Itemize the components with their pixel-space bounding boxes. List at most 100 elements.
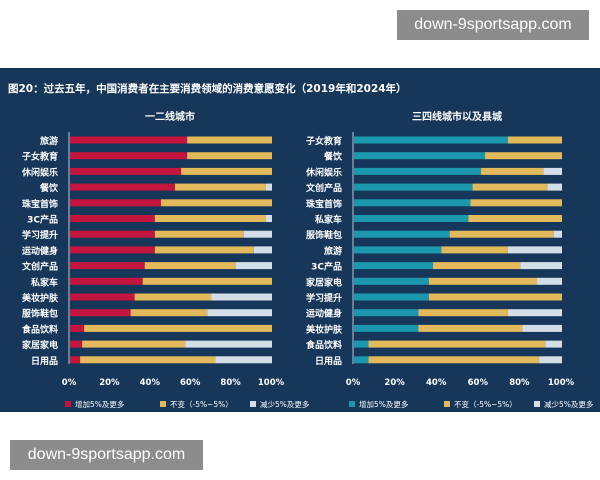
- legend-label: 不变（-5%~5%）: [454, 399, 517, 409]
- bar-segment: [253, 246, 272, 254]
- bar-segment: [354, 309, 419, 317]
- bar-segment: [520, 262, 562, 270]
- bar-segment: [70, 356, 81, 364]
- bar-segment: [160, 199, 272, 207]
- bar-segment: [80, 356, 216, 364]
- bar-segment: [354, 215, 469, 222]
- x-tick-label: 60%: [180, 378, 201, 388]
- legend-swatch: [250, 401, 256, 407]
- bar-segment: [134, 293, 212, 301]
- category-label: 旅游: [324, 245, 342, 257]
- bar-segment: [354, 277, 429, 285]
- bar-segment: [354, 167, 481, 175]
- category-label: 休闲娱乐: [21, 166, 58, 178]
- bar-segment: [70, 152, 188, 160]
- category-label: 家居家电: [306, 276, 342, 288]
- bar-segment: [70, 340, 83, 348]
- category-label: 运动健身: [22, 245, 58, 257]
- bar-segment: [70, 262, 145, 270]
- bar-segment: [545, 340, 562, 348]
- watermark-bottom: down-9sportsapp.com: [10, 440, 203, 470]
- category-label: 私家车: [30, 276, 58, 288]
- bar-segment: [368, 340, 546, 348]
- bar-segment: [187, 152, 272, 160]
- bar-segment: [82, 340, 186, 348]
- bar-segment: [468, 215, 562, 222]
- bar-segment: [207, 309, 272, 317]
- bar-segment: [144, 262, 236, 270]
- bar-segment: [181, 167, 272, 175]
- category-label: 服饰鞋包: [306, 229, 342, 241]
- legend-swatch: [160, 401, 166, 407]
- category-label: 餐饮: [39, 182, 59, 194]
- x-tick-label: 40%: [140, 378, 161, 388]
- category-label: 学习提升: [306, 292, 342, 304]
- legend-swatch: [349, 401, 355, 407]
- bar-segment: [354, 246, 442, 254]
- bar-segment: [235, 262, 272, 270]
- x-tick-label: 20%: [99, 378, 120, 388]
- x-tick-label: 0%: [62, 378, 77, 388]
- bar-segment: [265, 183, 272, 191]
- category-label: 美妆护肤: [306, 323, 343, 335]
- category-label: 美妆护肤: [22, 292, 59, 304]
- legend-label: 增加5%及更多: [75, 399, 125, 409]
- bar-segment: [368, 356, 540, 364]
- bar-segment: [354, 262, 434, 270]
- legend-label: 增加5%及更多: [359, 399, 409, 409]
- watermark-top: down-9sportsapp.com: [397, 10, 589, 40]
- bar-segment: [354, 152, 486, 160]
- legend-label: 不变（-5%~5%）: [170, 399, 233, 409]
- bar-segment: [70, 246, 155, 254]
- category-label: 文创产品: [21, 261, 58, 273]
- bar-segment: [547, 183, 562, 191]
- bar-segment: [507, 246, 562, 254]
- bar-segment: [70, 277, 143, 285]
- category-label: 3C产品: [27, 214, 58, 226]
- bar-segment: [70, 136, 188, 144]
- bar-segment: [265, 215, 272, 222]
- bar-segment: [472, 183, 548, 191]
- bar-segment: [354, 293, 429, 301]
- bar-segment: [215, 356, 272, 364]
- category-label: 文创产品: [305, 182, 342, 194]
- category-label: 家居家电: [22, 339, 58, 351]
- bar-segment: [70, 324, 85, 332]
- category-label: 运动健身: [306, 308, 342, 320]
- bar-segment: [507, 136, 562, 144]
- bar-segment: [154, 246, 254, 254]
- bar-segment: [354, 356, 369, 364]
- bar-segment: [433, 262, 521, 270]
- bar-segment: [70, 230, 155, 238]
- category-label: 旅游: [40, 135, 58, 147]
- x-tick-label: 80%: [509, 378, 530, 388]
- category-label: 食品饮料: [21, 323, 58, 335]
- bar-segment: [187, 136, 272, 144]
- x-tick-label: 100%: [258, 378, 285, 388]
- bar-segment: [70, 309, 131, 317]
- category-label: 私家车: [314, 214, 342, 226]
- bar-segment: [428, 277, 538, 285]
- category-label: 子女教育: [22, 151, 58, 163]
- legend-label: 减少5%及更多: [544, 399, 594, 409]
- bar-segment: [354, 183, 473, 191]
- chart-background: [0, 68, 600, 412]
- legend-swatch: [65, 401, 71, 407]
- bar-segment: [418, 324, 523, 332]
- chart-title: 图20：过去五年，中国消费者在主要消费领域的消费意愿变化（2019年和2024年…: [8, 82, 407, 95]
- panel-subtitle: 三四线城市以及县城: [412, 110, 502, 123]
- category-label: 餐饮: [323, 151, 343, 163]
- bar-segment: [70, 215, 155, 222]
- category-label: 子女教育: [306, 135, 342, 147]
- category-label: 日用品: [315, 356, 342, 367]
- bar-segment: [154, 230, 244, 238]
- x-tick-label: 0%: [346, 378, 361, 388]
- bar-segment: [130, 309, 208, 317]
- bar-segment: [84, 324, 272, 332]
- category-label: 珠宝首饰: [22, 198, 58, 210]
- bar-segment: [480, 167, 544, 175]
- legend-swatch: [444, 401, 450, 407]
- category-label: 珠宝首饰: [306, 198, 342, 210]
- chart: 图20：过去五年，中国消费者在主要消费领域的消费意愿变化（2019年和2024年…: [0, 68, 600, 412]
- bar-segment: [428, 293, 562, 301]
